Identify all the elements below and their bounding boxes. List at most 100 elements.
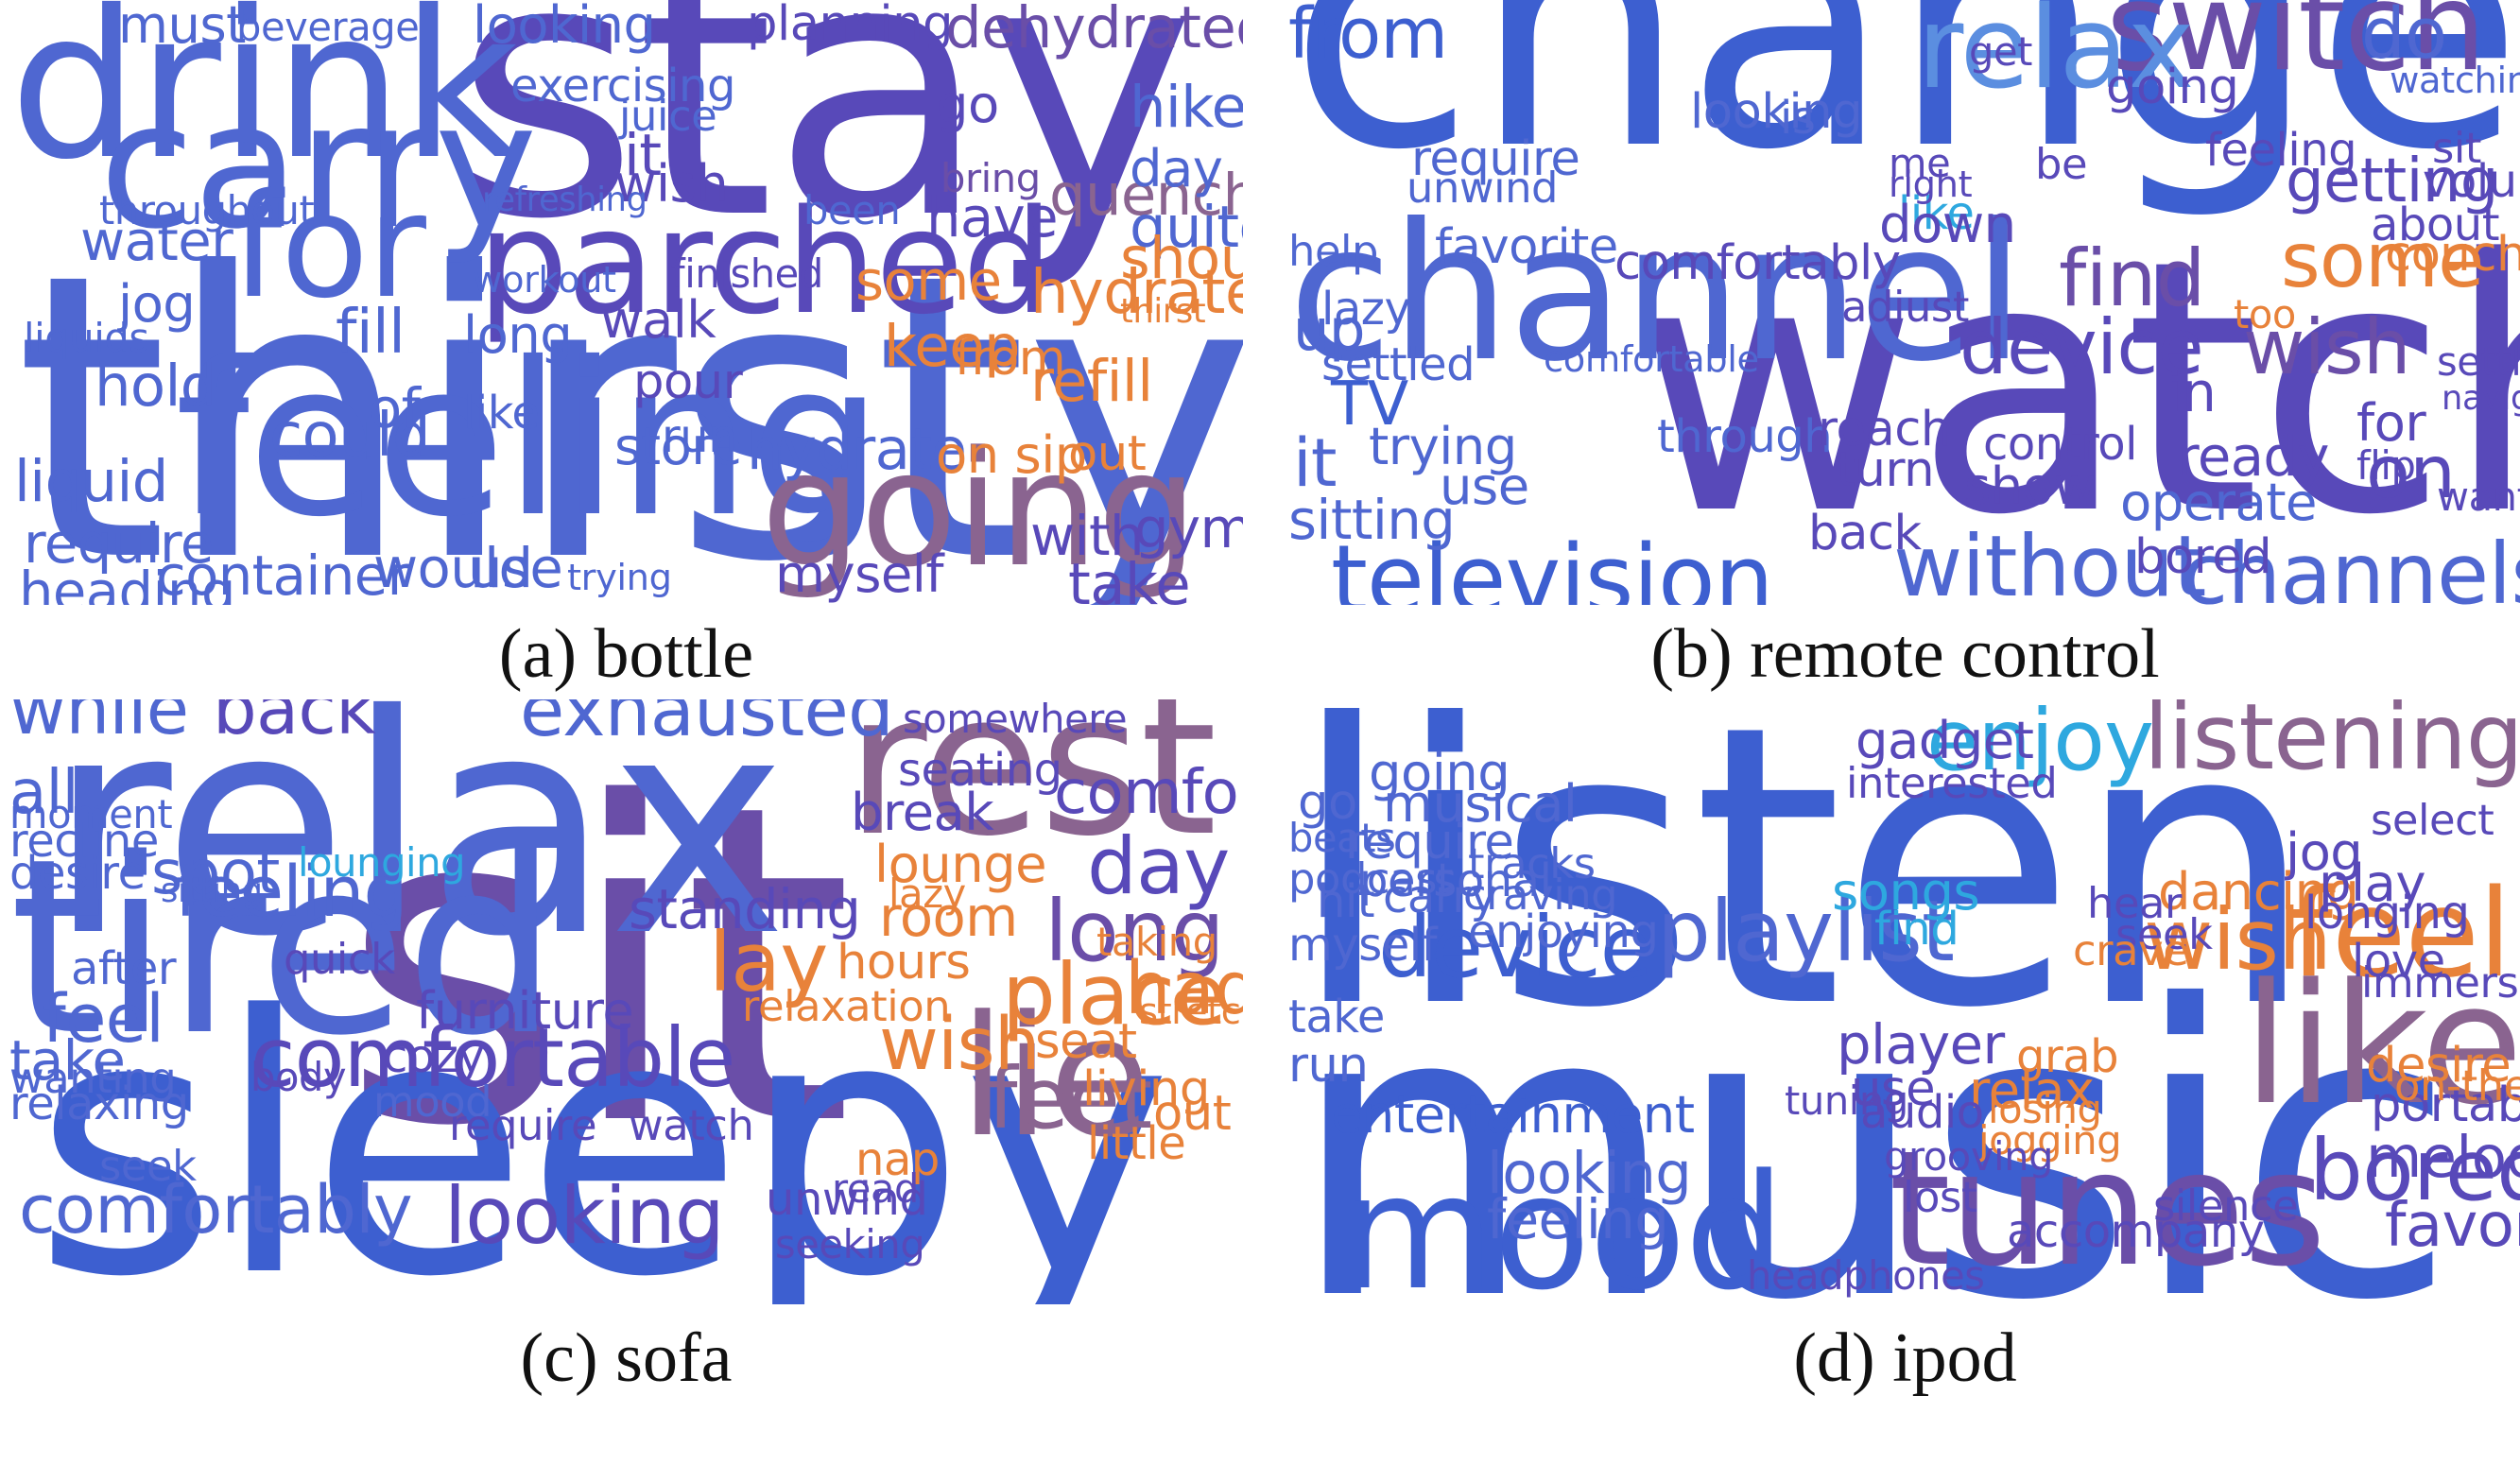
word-c-52: lazy <box>889 870 966 918</box>
word-c-46: after <box>71 942 177 996</box>
word-c-31: furniture <box>416 981 634 1042</box>
word-b-39: turn <box>1837 440 1935 498</box>
word-c-33: seating <box>898 743 1062 797</box>
word-b-43: feeling <box>2205 123 2357 177</box>
word-d-11: bored <box>2309 1121 2520 1220</box>
word-a-47: from <box>955 329 1066 387</box>
word-d-31: love <box>2352 934 2445 988</box>
word-b-5: television <box>1331 526 1774 605</box>
word-b-25: unwind <box>1407 162 1559 213</box>
word-a-51: run <box>662 409 737 463</box>
word-a-18: hold <box>95 353 216 420</box>
word-d-3: mood <box>1340 1140 1786 1304</box>
word-c-54: wanting <box>9 1052 177 1103</box>
word-d-13: favorite <box>2385 1191 2520 1262</box>
word-d-30: longing <box>2304 887 2470 940</box>
word-d-5: feel <box>2290 864 2511 1006</box>
word-c-23: take <box>9 1028 126 1093</box>
word-a-9: quench <box>1049 162 1243 229</box>
word-c-38: require <box>449 1100 597 1151</box>
word-a-10: refill <box>1030 348 1153 415</box>
word-c-9: while <box>9 699 189 750</box>
word-a-29: myself <box>775 544 944 605</box>
word-c-51: stretch <box>1139 990 1243 1033</box>
caption-bottle: (a) bottle <box>498 615 754 693</box>
word-c-5: lie <box>959 979 1151 1174</box>
word-c-37: unwind <box>766 1173 928 1227</box>
word-d-18: player <box>1837 1012 2005 1077</box>
word-c-15: had <box>1125 947 1243 1032</box>
word-d-0: listen <box>1288 699 2317 1093</box>
word-d-57: tuning <box>1785 1077 1908 1125</box>
word-d-45: seek <box>2115 909 2213 960</box>
word-b-53: down <box>1879 194 2016 254</box>
word-a-55: finished <box>671 250 823 298</box>
word-c-35: cozy <box>383 1029 485 1083</box>
word-b-33: show <box>1964 457 2096 517</box>
word-a-43: juice <box>619 91 717 142</box>
word-a-34: out <box>1068 424 1147 482</box>
word-a-60: liquids <box>24 314 149 361</box>
word-a-33: on sip <box>936 424 1087 485</box>
word-b-35: use <box>1440 457 1529 517</box>
word-d-40: go <box>1298 774 1357 832</box>
word-b-9: device <box>1959 303 2204 392</box>
word-b-36: through <box>1657 409 1833 463</box>
word-b-18: it <box>1293 423 1337 502</box>
word-b-30: ready <box>2177 424 2329 489</box>
word-d-39: hit <box>1317 875 1375 929</box>
word-a-22: fill <box>336 298 406 368</box>
word-a-46: some <box>855 250 1002 314</box>
word-d-27: dancing <box>2158 861 2359 922</box>
word-a-5: going <box>761 416 1199 602</box>
word-c-41: little <box>1087 1117 1186 1171</box>
word-b-17: TV <box>1331 369 1408 440</box>
word-d-19: songs <box>1832 861 1980 922</box>
word-b-10: some <box>2281 215 2484 304</box>
word-d-33: relax <box>1969 1060 2095 1121</box>
word-c-3: tired <box>9 806 559 1089</box>
word-b-22: settled <box>1321 338 1476 392</box>
word-c-10: back <box>213 699 376 750</box>
word-d-47: grab <box>2016 1029 2119 1083</box>
word-c-14: long <box>1044 883 1225 982</box>
word-a-20: jog <box>118 273 196 334</box>
word-d-51: silence <box>2153 1180 2299 1231</box>
word-c-22: feel <box>43 980 164 1059</box>
word-b-40: back <box>1808 504 1922 561</box>
word-a-25: store <box>614 417 742 477</box>
word-b-58: in <box>2167 361 2217 425</box>
word-d-17: feeling <box>1487 1188 1669 1252</box>
word-b-14: do <box>2361 0 2447 75</box>
word-d-20: musical <box>1383 774 1578 835</box>
word-c-32: break <box>851 782 994 842</box>
word-c-30: relaxation <box>742 981 951 1032</box>
word-d-35: audio <box>1860 1085 1984 1139</box>
word-b-24: require <box>1411 130 1580 188</box>
word-c-7: comfortably <box>19 1171 413 1250</box>
word-b-48: settling <box>2437 338 2520 386</box>
word-c-48: somewhere <box>903 699 1128 742</box>
word-b-1: watch <box>1633 185 2520 592</box>
word-a-41: looking <box>473 0 656 55</box>
word-b-21: comfortably <box>1614 233 1901 291</box>
word-d-54: select <box>2371 795 2494 846</box>
word-a-15: should <box>1120 226 1243 293</box>
word-b-55: right <box>1889 163 1973 206</box>
word-b-54: me <box>1889 139 1951 186</box>
word-b-19: up <box>1293 298 1366 364</box>
word-c-6: comfortable <box>250 1010 735 1106</box>
word-a-31: with <box>1030 504 1144 568</box>
word-d-56: beats <box>1288 815 1396 862</box>
word-d-15: portable <box>2371 1077 2520 1134</box>
word-b-8: find <box>2059 232 2205 324</box>
word-c-17: lay <box>709 915 828 1010</box>
word-a-50: like <box>463 386 540 440</box>
word-b-7: channels <box>2182 526 2520 605</box>
word-d-28: jog <box>2286 821 2363 882</box>
word-d-12: entertainment <box>1331 1084 1695 1145</box>
word-a-6: for <box>232 163 426 331</box>
word-d-14: melodies <box>2366 1124 2520 1191</box>
word-a-0: thirsty <box>14 190 1243 605</box>
caption-sofa: (c) sofa <box>520 1319 733 1397</box>
